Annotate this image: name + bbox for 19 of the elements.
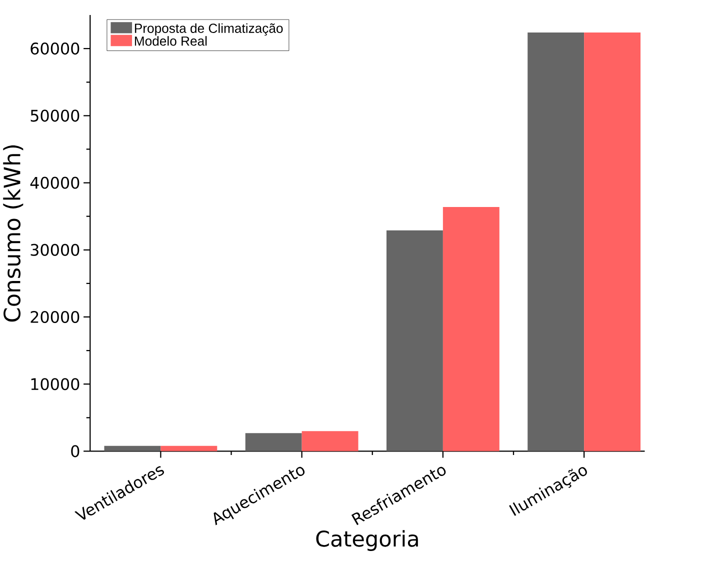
legend-label: Proposta de Climatização xyxy=(134,23,283,36)
y-tick-label: 30000 xyxy=(30,244,80,256)
y-tick-label: 20000 xyxy=(30,310,80,324)
y-tick-label: 10000 xyxy=(31,378,80,390)
y-tick-label: 0 xyxy=(71,445,80,458)
y-tick-label: 60000 xyxy=(30,42,80,55)
bar xyxy=(442,206,500,452)
bar xyxy=(245,433,302,452)
bar xyxy=(584,32,641,452)
y-tick-label: 40000 xyxy=(30,176,80,189)
legend-label: Modelo Real xyxy=(134,36,207,46)
x-axis-title: Categoria xyxy=(316,530,418,551)
bar xyxy=(104,446,161,452)
bar xyxy=(386,230,443,452)
bar xyxy=(160,446,218,452)
y-axis-title: Consumo (kWh) xyxy=(3,145,24,322)
y-tick-label: 50000 xyxy=(30,110,80,122)
bar xyxy=(528,32,584,452)
bar xyxy=(302,431,358,452)
